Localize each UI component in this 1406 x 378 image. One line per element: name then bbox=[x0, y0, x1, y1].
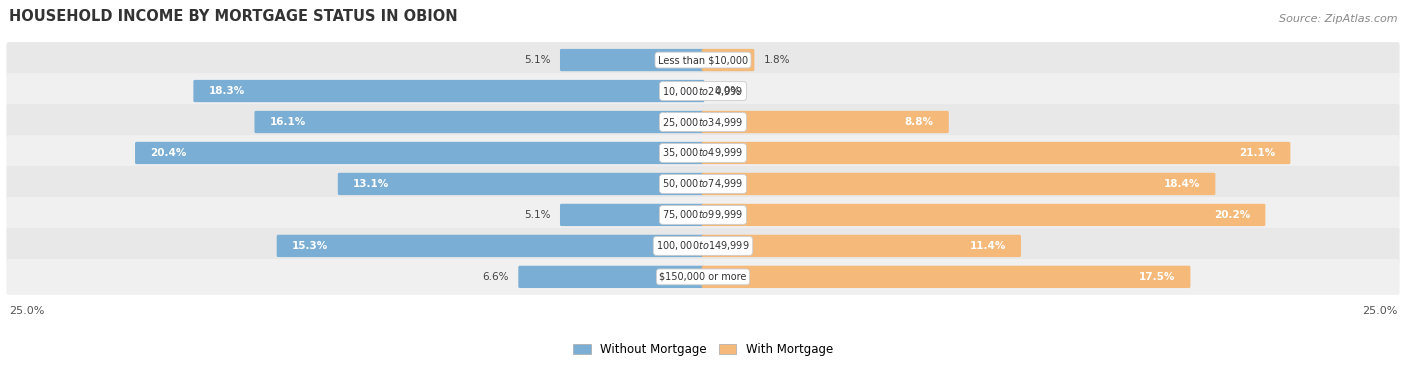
Text: 11.4%: 11.4% bbox=[969, 241, 1005, 251]
Legend: Without Mortgage, With Mortgage: Without Mortgage, With Mortgage bbox=[568, 338, 838, 361]
Text: Source: ZipAtlas.com: Source: ZipAtlas.com bbox=[1278, 14, 1398, 25]
Text: 5.1%: 5.1% bbox=[524, 210, 550, 220]
Text: 21.1%: 21.1% bbox=[1239, 148, 1275, 158]
FancyBboxPatch shape bbox=[702, 204, 1265, 226]
FancyBboxPatch shape bbox=[7, 197, 1399, 233]
Text: HOUSEHOLD INCOME BY MORTGAGE STATUS IN OBION: HOUSEHOLD INCOME BY MORTGAGE STATUS IN O… bbox=[8, 9, 457, 25]
FancyBboxPatch shape bbox=[7, 135, 1399, 171]
FancyBboxPatch shape bbox=[135, 142, 704, 164]
FancyBboxPatch shape bbox=[194, 80, 704, 102]
FancyBboxPatch shape bbox=[702, 49, 755, 71]
Text: 5.1%: 5.1% bbox=[524, 55, 550, 65]
FancyBboxPatch shape bbox=[7, 166, 1399, 202]
FancyBboxPatch shape bbox=[519, 266, 704, 288]
FancyBboxPatch shape bbox=[560, 204, 704, 226]
Text: $50,000 to $74,999: $50,000 to $74,999 bbox=[662, 177, 744, 191]
FancyBboxPatch shape bbox=[560, 49, 704, 71]
Text: 0.0%: 0.0% bbox=[714, 86, 741, 96]
Text: 25.0%: 25.0% bbox=[1362, 306, 1398, 316]
Text: $100,000 to $149,999: $100,000 to $149,999 bbox=[657, 239, 749, 253]
Text: 25.0%: 25.0% bbox=[8, 306, 44, 316]
Text: $150,000 or more: $150,000 or more bbox=[659, 272, 747, 282]
FancyBboxPatch shape bbox=[7, 259, 1399, 295]
FancyBboxPatch shape bbox=[702, 142, 1291, 164]
FancyBboxPatch shape bbox=[7, 73, 1399, 109]
Text: $35,000 to $49,999: $35,000 to $49,999 bbox=[662, 147, 744, 160]
Text: 20.2%: 20.2% bbox=[1213, 210, 1250, 220]
Text: Less than $10,000: Less than $10,000 bbox=[658, 55, 748, 65]
Text: $25,000 to $34,999: $25,000 to $34,999 bbox=[662, 116, 744, 129]
Text: $10,000 to $24,999: $10,000 to $24,999 bbox=[662, 85, 744, 98]
Text: 18.3%: 18.3% bbox=[208, 86, 245, 96]
Text: 18.4%: 18.4% bbox=[1164, 179, 1201, 189]
Text: 17.5%: 17.5% bbox=[1139, 272, 1175, 282]
FancyBboxPatch shape bbox=[254, 111, 704, 133]
Text: 6.6%: 6.6% bbox=[482, 272, 509, 282]
FancyBboxPatch shape bbox=[7, 228, 1399, 264]
FancyBboxPatch shape bbox=[7, 104, 1399, 140]
Text: 20.4%: 20.4% bbox=[150, 148, 187, 158]
Text: $75,000 to $99,999: $75,000 to $99,999 bbox=[662, 208, 744, 222]
Text: 15.3%: 15.3% bbox=[292, 241, 328, 251]
FancyBboxPatch shape bbox=[7, 42, 1399, 78]
Text: 1.8%: 1.8% bbox=[763, 55, 790, 65]
Text: 13.1%: 13.1% bbox=[353, 179, 389, 189]
Text: 8.8%: 8.8% bbox=[904, 117, 934, 127]
FancyBboxPatch shape bbox=[277, 235, 704, 257]
Text: 16.1%: 16.1% bbox=[270, 117, 307, 127]
FancyBboxPatch shape bbox=[702, 111, 949, 133]
FancyBboxPatch shape bbox=[702, 173, 1215, 195]
FancyBboxPatch shape bbox=[337, 173, 704, 195]
FancyBboxPatch shape bbox=[702, 266, 1191, 288]
FancyBboxPatch shape bbox=[702, 235, 1021, 257]
